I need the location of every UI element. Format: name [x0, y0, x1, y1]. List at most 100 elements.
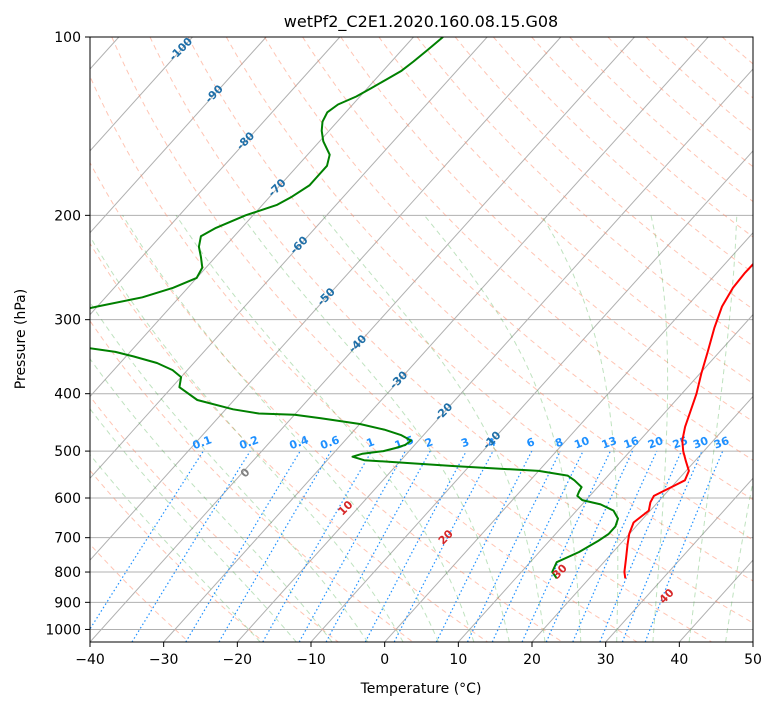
- dry-adiabat-line: [569, 37, 753, 203]
- dry-adiabats: [90, 37, 753, 642]
- mixing-ratio-label: 0.6: [318, 433, 341, 452]
- x-tick-label: −40: [75, 652, 105, 668]
- y-tick-label: 800: [54, 565, 81, 581]
- y-tick-label: 300: [54, 313, 81, 329]
- isotherm-line: [457, 313, 753, 642]
- moist-adiabat-line: [175, 215, 475, 642]
- mixing-ratio-label: 10: [572, 434, 591, 452]
- dry-adiabat-line: [340, 37, 753, 423]
- isotherm-line: [90, 37, 562, 561]
- x-tick-label: 40: [670, 652, 688, 668]
- mixing-ratio-label: 13: [600, 434, 619, 451]
- moist-adiabat-line: [122, 215, 439, 642]
- y-tick-label: 900: [54, 595, 81, 611]
- isotherm-line: [531, 395, 753, 642]
- mixing-ratio-label: 8: [553, 435, 565, 450]
- dry-adiabat-line: [454, 37, 753, 310]
- x-tick-label: 30: [597, 652, 615, 668]
- dry-adiabat-line: [90, 75, 638, 642]
- x-tick-label: 20: [523, 652, 541, 668]
- mixing-ratio-line: [572, 450, 658, 642]
- dry-adiabat-line: [302, 37, 753, 461]
- dry-adiabat-line: [493, 37, 753, 274]
- dry-adiabat-line: [90, 161, 563, 642]
- mixing-ratio-label: 2: [423, 435, 435, 450]
- y-tick-label: 700: [54, 531, 81, 547]
- y-tick-label: 500: [54, 444, 81, 460]
- x-tick-label: 10: [449, 652, 467, 668]
- y-tick-label: 200: [54, 208, 81, 224]
- mixing-ratio-line: [364, 450, 467, 642]
- x-tick-label: 50: [744, 652, 762, 668]
- y-axis: 100 200 300 400 500 600 700 800 900 1000: [45, 30, 90, 638]
- y-tick-label: 100: [54, 30, 81, 46]
- isotherm-lines: [90, 37, 753, 642]
- isotherm-line: [605, 477, 753, 642]
- x-tick-label: −10: [296, 652, 326, 668]
- y-tick-label: 600: [54, 491, 81, 507]
- dry-adiabat-line: [90, 320, 414, 642]
- x-tick-label: −30: [149, 652, 179, 668]
- isotherm-line: [90, 37, 193, 152]
- x-tick-label: 0: [380, 652, 389, 668]
- temperature-profile-line: [623, 262, 753, 579]
- isotherm-line: [90, 37, 635, 642]
- dry-adiabat-line: [225, 37, 753, 541]
- moist-adiabat-line: [688, 215, 738, 642]
- x-tick-label: −20: [223, 652, 253, 668]
- moist-adiabat-line: [240, 214, 510, 642]
- mixing-ratio-line: [325, 450, 431, 642]
- moist-adiabat-line: [322, 214, 546, 642]
- isotherm-line: [384, 231, 753, 642]
- dry-adiabat-line: [378, 37, 753, 384]
- isotherm-line: [90, 37, 267, 234]
- mixing-ratio-label: 16: [622, 434, 641, 452]
- mixing-ratio-label: 0.4: [288, 433, 311, 452]
- dry-adiabat-line: [90, 395, 339, 642]
- moist-adiabat-line: [90, 408, 297, 642]
- series-layer: [90, 37, 753, 579]
- mixing-ratio-label: 25: [671, 434, 690, 451]
- moist-adiabat-line: [90, 235, 404, 642]
- isotherm-line: [236, 68, 753, 642]
- mixing-ratio-label: 0.1: [191, 433, 214, 452]
- mixing-ratio-label: 20: [646, 434, 665, 452]
- moist-adiabat-line: [650, 215, 669, 642]
- chart-title: wetPf2_C2E1.2020.160.08.15.G08: [284, 12, 558, 32]
- dry-adiabat-line: [607, 37, 753, 168]
- plot-area: 0.1 0.2 0.4 0.6 1 1.5 2 3 4 6 8 10 13 16 20 25 30 36 -100…: [90, 37, 753, 642]
- mixing-ratio-line: [90, 450, 204, 631]
- moist-adiabat-line: [725, 478, 753, 642]
- mixing-ratio-lines: 0.1 0.2 0.4 0.6 1 1.5 2 3 4 6 8 10 13 16 20 25 30 36: [90, 433, 731, 642]
- moist-adiabat-line: [541, 215, 619, 642]
- x-axis-label: Temperature (°C): [360, 681, 482, 697]
- moist-adiabat-line: [90, 453, 261, 642]
- mixing-ratio-line: [298, 450, 406, 642]
- y-tick-label: 400: [54, 387, 81, 403]
- mixing-ratio-label: 1: [365, 435, 377, 450]
- isobar-grid: [90, 37, 753, 630]
- y-axis-label: Pressure (hPa): [13, 289, 29, 389]
- dewpoint-profile-line: [90, 37, 619, 579]
- isotherm-line: [90, 37, 488, 480]
- moist-adiabat-line: [90, 301, 369, 642]
- mixing-ratio-line: [644, 450, 724, 642]
- mixing-ratio-label: 30: [691, 434, 710, 452]
- dry-adiabat-line: [187, 37, 753, 582]
- mixing-ratio-label: 36: [712, 434, 731, 452]
- mixing-ratio-label: 6: [525, 435, 537, 450]
- mixing-ratio-line: [621, 450, 703, 642]
- isotherm-line: [90, 37, 341, 316]
- dry-adiabat-line: [111, 37, 712, 642]
- mixing-ratio-label: 4: [486, 435, 498, 450]
- x-axis: −40 −30 −20 −10 0 10 20 30 40 50: [75, 642, 762, 668]
- y-tick-label: 1000: [45, 622, 81, 638]
- mixing-ratio-line: [545, 450, 634, 642]
- mixing-ratio-line: [599, 450, 682, 642]
- plot-frame: [89, 36, 754, 643]
- dry-adiabat-line: [90, 242, 488, 642]
- mixing-ratio-label: 3: [459, 435, 471, 450]
- moist-adiabat-line: [90, 357, 333, 642]
